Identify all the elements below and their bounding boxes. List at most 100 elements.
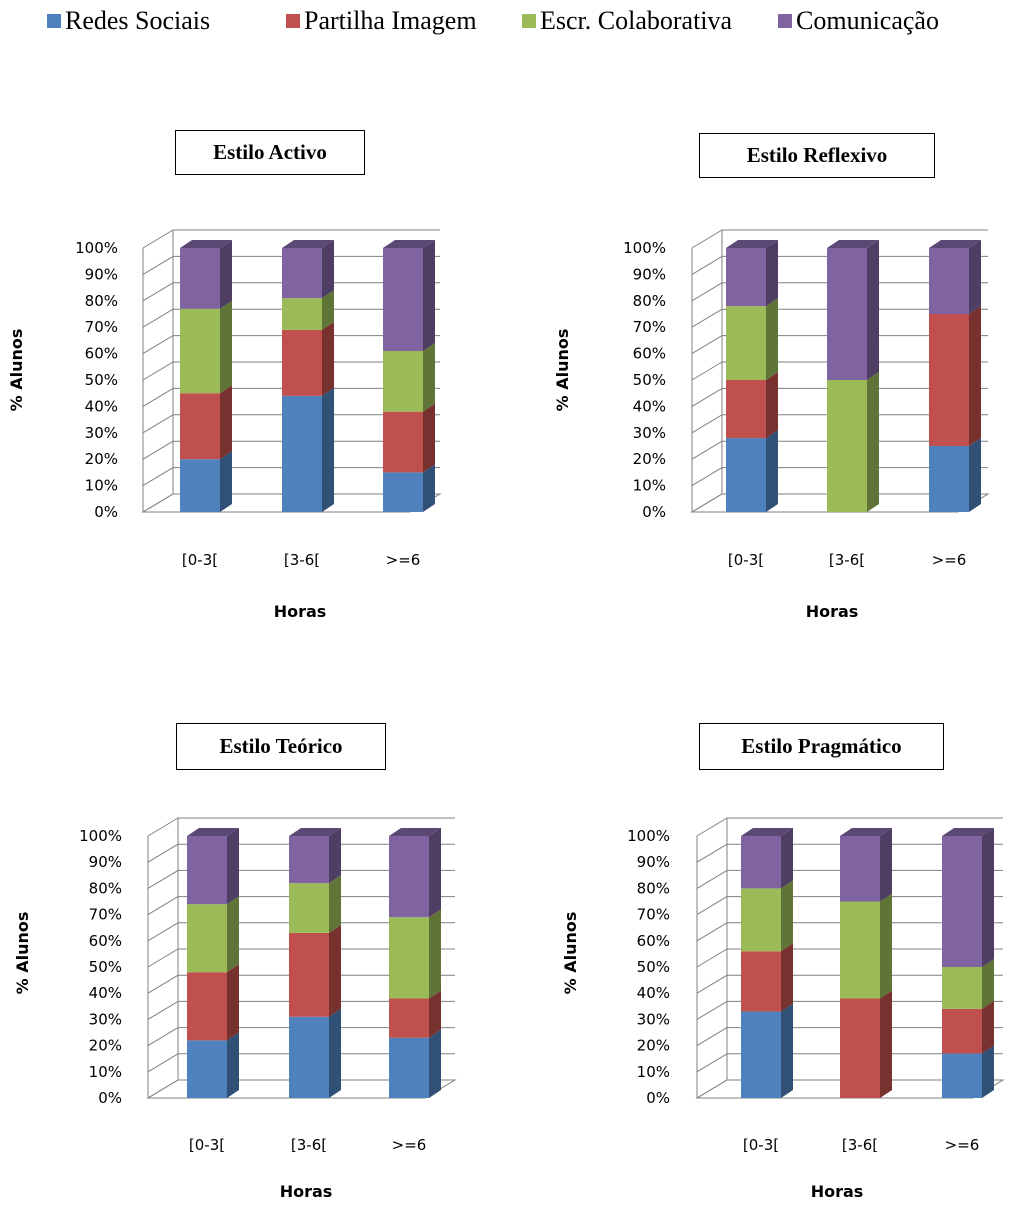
bar-segment bbox=[840, 893, 892, 999]
bar-side bbox=[423, 464, 435, 512]
grid-line bbox=[696, 869, 728, 889]
grid-line bbox=[691, 282, 723, 302]
bar-side bbox=[781, 828, 793, 889]
y-tick-label: 0% bbox=[98, 1089, 122, 1107]
y-tick-label: 60% bbox=[633, 345, 666, 363]
bar-segment bbox=[942, 959, 994, 1009]
y-tick-label: 40% bbox=[89, 984, 122, 1002]
bar-front bbox=[840, 998, 880, 1098]
x-category-label: >=6 bbox=[392, 1136, 427, 1154]
bar-side bbox=[781, 943, 793, 1012]
bar-stack bbox=[383, 240, 435, 512]
x-category-label: [3-6[ bbox=[829, 551, 865, 569]
x-category-label: [0-3[ bbox=[189, 1136, 225, 1154]
bar-top bbox=[741, 828, 793, 836]
y-tick-label: 80% bbox=[633, 292, 666, 310]
bar-top bbox=[726, 240, 778, 248]
grid-line bbox=[147, 948, 179, 968]
bar-front bbox=[741, 888, 781, 952]
bar-side bbox=[969, 438, 981, 512]
bar-top bbox=[389, 828, 441, 836]
x-axis-title: Horas bbox=[280, 1182, 333, 1201]
y-tick-label: 10% bbox=[85, 477, 118, 495]
legend-swatch bbox=[522, 14, 536, 28]
bar-side bbox=[969, 306, 981, 446]
bar-segment bbox=[840, 990, 892, 1098]
bar-segment bbox=[180, 451, 232, 512]
x-category-label: >=6 bbox=[932, 551, 967, 569]
bar-front bbox=[827, 248, 867, 380]
bar-segment bbox=[741, 828, 793, 889]
bar-side bbox=[880, 893, 892, 999]
grid-line bbox=[696, 1027, 728, 1047]
bar-side bbox=[867, 240, 879, 380]
bar-top bbox=[929, 240, 981, 248]
chart-plot: 0% 10% 20% 30% 40% 50% 60% 70% 80% 90% 100% [0-3[[3… bbox=[7, 229, 442, 621]
legend-label: Escr. Colaborativa bbox=[540, 6, 733, 35]
grid-line bbox=[147, 1053, 179, 1073]
y-tick-label: 80% bbox=[85, 292, 118, 310]
chart-estilo-activo: Estilo Activo 0% 10% 20% 30% 40% 50% 60% 70% 80%… bbox=[0, 120, 513, 630]
bar-top bbox=[187, 828, 239, 836]
legend-item: Redes Sociais bbox=[47, 6, 210, 36]
bar-segment bbox=[187, 828, 239, 905]
bar-side bbox=[781, 1003, 793, 1098]
bar-side bbox=[322, 387, 334, 512]
bar-top bbox=[289, 828, 341, 836]
grid-line bbox=[142, 387, 174, 407]
bar-segment bbox=[840, 828, 892, 902]
bar-front bbox=[726, 438, 766, 512]
bar-segment bbox=[180, 300, 232, 394]
y-tick-label: 40% bbox=[85, 397, 118, 415]
bar-side bbox=[322, 240, 334, 299]
bar-segment bbox=[282, 387, 334, 512]
bar-side bbox=[423, 240, 435, 351]
bar-front bbox=[840, 836, 880, 902]
bar-front bbox=[289, 1016, 329, 1098]
grid-line bbox=[142, 308, 174, 328]
y-tick-label: 30% bbox=[89, 1010, 122, 1028]
grid-line bbox=[696, 896, 728, 916]
y-tick-label: 10% bbox=[89, 1063, 122, 1081]
bar-front bbox=[187, 972, 227, 1041]
bar-segment bbox=[741, 943, 793, 1012]
chart-title: Estilo Activo bbox=[175, 130, 365, 175]
bar-side bbox=[322, 290, 334, 330]
x-category-label: [0-3[ bbox=[728, 551, 764, 569]
legend-item: Partilha Imagem bbox=[286, 6, 477, 36]
grid-line bbox=[147, 1027, 179, 1047]
chart-floor bbox=[690, 493, 990, 513]
y-tick-label: 70% bbox=[85, 318, 118, 336]
chart-floor bbox=[695, 1079, 1005, 1099]
chart-plot: 0% 10% 20% 30% 40% 50% 60% 70% 80% 90% 100% [0-3[[3… bbox=[553, 229, 990, 621]
bar-stack bbox=[282, 240, 334, 512]
bar-front bbox=[282, 395, 322, 512]
bar-front bbox=[383, 248, 423, 351]
bar-front bbox=[180, 308, 220, 394]
bar-side bbox=[982, 828, 994, 967]
grid-line bbox=[696, 817, 728, 837]
chart-estilo-reflexivo: Estilo Reflexivo 0% 10% 20% 30% 40% 50% 60% 70%… bbox=[548, 120, 1027, 630]
y-tick-label: 90% bbox=[89, 853, 122, 871]
bar-front bbox=[187, 904, 227, 973]
bar-side bbox=[880, 828, 892, 902]
bar-segment bbox=[289, 828, 341, 884]
bar-side bbox=[982, 1000, 994, 1054]
chart-title: Estilo Teórico bbox=[176, 723, 386, 770]
bar-stack bbox=[942, 828, 994, 1098]
grid-line bbox=[696, 974, 728, 994]
bar-front bbox=[726, 248, 766, 307]
bar-segment bbox=[180, 240, 232, 309]
bar-side bbox=[220, 300, 232, 394]
bar-front bbox=[840, 901, 880, 999]
y-axis-title: % Alunos bbox=[553, 329, 572, 412]
y-tick-label: 0% bbox=[94, 503, 118, 521]
y-tick-label: 20% bbox=[85, 450, 118, 468]
grid-line bbox=[142, 255, 174, 275]
bar-segment bbox=[389, 990, 441, 1038]
y-tick-label: 60% bbox=[89, 932, 122, 950]
bar-side bbox=[220, 385, 232, 460]
bar-front bbox=[942, 836, 982, 967]
bar-front bbox=[180, 248, 220, 309]
bar-side bbox=[220, 451, 232, 512]
